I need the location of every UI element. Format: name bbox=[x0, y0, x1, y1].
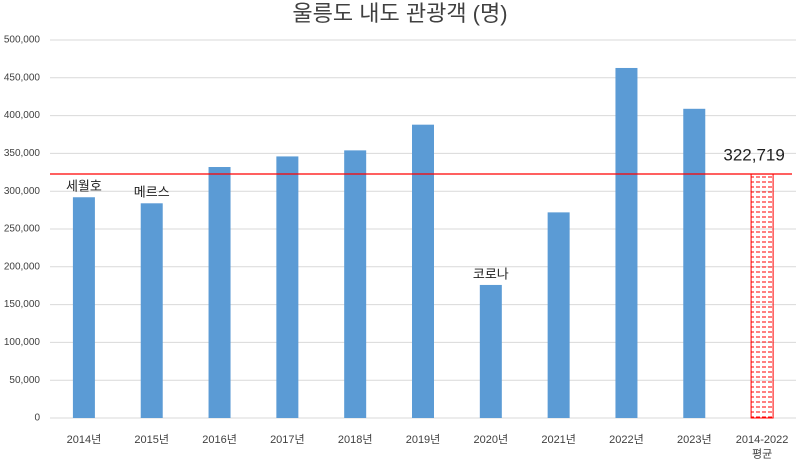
annotation: 코로나 bbox=[473, 266, 509, 281]
x-tick-label: 2018년 bbox=[338, 433, 373, 446]
y-tick-label: 300,000 bbox=[4, 186, 41, 197]
bar bbox=[750, 173, 774, 419]
x-tick-label: 2014년 bbox=[67, 433, 102, 446]
x-tick-label: 2017년 bbox=[270, 433, 305, 446]
x-tick-label: 2014-2022 평균 bbox=[736, 434, 789, 460]
x-tick-label: 2019년 bbox=[406, 433, 441, 446]
y-tick-label: 0 bbox=[34, 413, 40, 424]
y-tick-label: 50,000 bbox=[9, 375, 40, 386]
value-label: 322,719 bbox=[723, 146, 784, 165]
x-tick-label: 2023년 bbox=[677, 433, 712, 446]
y-tick-label: 200,000 bbox=[4, 261, 41, 272]
y-tick-label: 150,000 bbox=[4, 299, 41, 310]
bar bbox=[547, 212, 570, 418]
bar bbox=[344, 150, 367, 418]
y-tick-label: 450,000 bbox=[4, 72, 41, 83]
bar bbox=[208, 167, 231, 418]
y-tick-label: 350,000 bbox=[4, 148, 41, 159]
x-tick-label: 2016년 bbox=[202, 433, 237, 446]
annotation: 세월호 bbox=[66, 179, 102, 194]
chart-title: 울릉도 내도 관광객 (명) bbox=[292, 1, 507, 26]
annotation: 메르스 bbox=[134, 185, 170, 200]
x-tick-label: 2015년 bbox=[134, 433, 169, 446]
y-tick-label: 100,000 bbox=[4, 337, 41, 348]
y-tick-label: 400,000 bbox=[4, 110, 41, 121]
bar bbox=[276, 156, 299, 418]
bar bbox=[683, 108, 706, 419]
x-tick-label: 2022년 bbox=[609, 433, 644, 446]
bar bbox=[479, 284, 502, 418]
x-tick-label: 2021년 bbox=[541, 433, 576, 446]
y-tick-label: 500,000 bbox=[4, 35, 41, 46]
bar bbox=[140, 203, 163, 418]
bar bbox=[412, 124, 434, 418]
x-tick-label: 2020년 bbox=[474, 433, 509, 446]
bar bbox=[615, 67, 638, 419]
bar bbox=[72, 197, 95, 418]
y-tick-label: 250,000 bbox=[4, 224, 41, 235]
